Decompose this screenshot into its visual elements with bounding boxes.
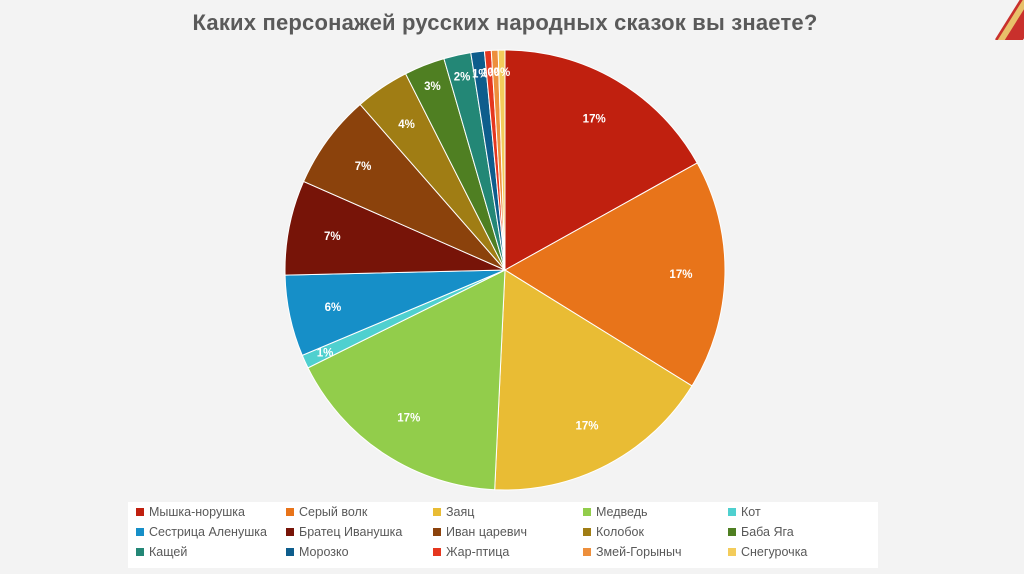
legend-label: Иван царевич (446, 525, 527, 539)
pie-slice-4 (307, 269, 506, 491)
legend-swatch (583, 528, 591, 536)
legend-label: Кащей (149, 545, 188, 559)
slice-label-6: 6% (325, 302, 342, 314)
slice-label-4: 17% (397, 412, 420, 424)
legend-item: Иван царевич (433, 524, 527, 540)
slice-label-9: 4% (398, 119, 415, 131)
slice-label-12: 1% (472, 69, 489, 81)
chart-title: Каких персонажей русских народных сказок… (192, 10, 818, 35)
legend-label: Заяц (446, 505, 475, 519)
legend-label: Колобок (596, 525, 644, 539)
legend-item: Баба Яга (728, 524, 794, 540)
legend-swatch (728, 528, 736, 536)
slice-label-15: 0% (494, 67, 511, 79)
legend-label: Братец Иванушка (299, 525, 403, 539)
slice-label-1: 17% (583, 113, 606, 125)
pie-slice-2 (504, 162, 726, 387)
pie-slice-1 (504, 49, 698, 271)
legend-item: Снегурочка (728, 544, 807, 560)
legend-item: Колобок (583, 524, 644, 540)
legend-item: Змей-Горыныч (583, 544, 681, 560)
slice-label-2: 17% (669, 269, 692, 281)
legend-label: Снегурочка (741, 545, 808, 559)
legend-swatch (433, 528, 441, 536)
legend-item: Заяц (433, 504, 474, 520)
slice-label-3: 17% (575, 421, 598, 433)
pie-slice-3 (494, 269, 693, 491)
legend-swatch (286, 548, 294, 556)
slice-label-8: 7% (355, 161, 372, 173)
legend-item: Кащей (136, 544, 187, 560)
legend-swatch (136, 508, 144, 516)
legend-item: Братец Иванушка (286, 524, 402, 540)
legend-item: Серый волк (286, 504, 367, 520)
slice-label-5: 1% (317, 348, 334, 360)
legend-label: Змей-Горыныч (596, 545, 682, 559)
slice-label-7: 7% (324, 231, 341, 243)
legend-label: Морозко (299, 545, 349, 559)
chart-legend: Мышка-норушка Серый волк Заяц Медведь Кот Сес… (128, 502, 878, 568)
legend-swatch (728, 548, 736, 556)
legend-label: Жар-птица (446, 545, 510, 559)
legend-item: Кот (728, 504, 761, 520)
legend-label: Медведь (596, 505, 648, 519)
legend-label: Сестрица Аленушка (149, 525, 267, 539)
legend-swatch (583, 508, 591, 516)
legend-item: Жар-птица (433, 544, 509, 560)
legend-label: Мышка-норушка (149, 505, 245, 519)
legend-swatch (433, 508, 441, 516)
slice-label-11: 2% (454, 72, 471, 84)
legend-swatch (728, 508, 736, 516)
slice-label-10: 3% (424, 81, 441, 93)
legend-label: Серый волк (299, 505, 368, 519)
legend-swatch (136, 548, 144, 556)
legend-item: Сестрица Аленушка (136, 524, 267, 540)
legend-swatch (433, 548, 441, 556)
legend-swatch (583, 548, 591, 556)
legend-item: Медведь (583, 504, 648, 520)
pie-slice-15 (497, 49, 506, 271)
legend-label: Кот (741, 505, 761, 519)
legend-item: Морозко (286, 544, 349, 560)
legend-item: Мышка-норушка (136, 504, 245, 520)
legend-swatch (286, 528, 294, 536)
legend-swatch (136, 528, 144, 536)
legend-swatch (286, 508, 294, 516)
legend-label: Баба Яга (741, 525, 794, 539)
